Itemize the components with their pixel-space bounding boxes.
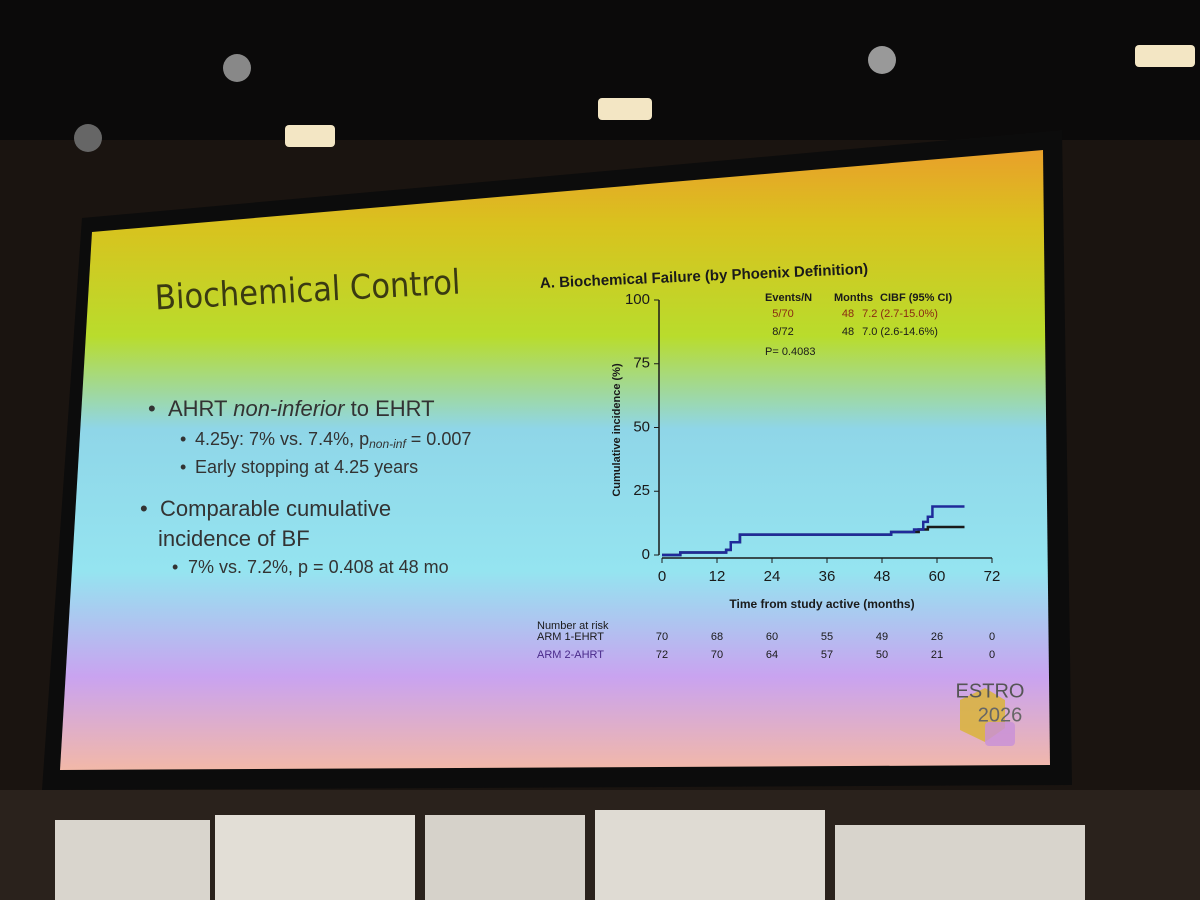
curtains xyxy=(0,790,1200,900)
stats-header: Events/N xyxy=(765,292,812,304)
sub-bullet: 4.25y: 7% vs. 7.4%, pnon-inf = 0.007 xyxy=(195,429,471,451)
stats-cell: 7.2 (2.7-15.0%) xyxy=(862,308,938,320)
sub-bullet: Early stopping at 4.25 years xyxy=(195,457,418,477)
at-risk-count: 57 xyxy=(821,649,833,661)
at-risk-count: 0 xyxy=(989,649,995,661)
x-tick-label: 48 xyxy=(874,568,891,585)
at-risk-count: 64 xyxy=(766,649,778,661)
text: non-inferior xyxy=(233,396,346,421)
x-tick-label: 60 xyxy=(929,568,946,585)
y-tick-label: 75 xyxy=(633,355,650,372)
bullet: Comparable cumulative xyxy=(160,496,391,521)
bullet-dot: • xyxy=(180,429,186,449)
stats-cell: 5/70 xyxy=(772,308,793,320)
bullet: incidence of BF xyxy=(158,526,310,551)
bullet-dot: • xyxy=(172,557,178,577)
at-risk-count: 55 xyxy=(821,631,833,643)
bullet-dot: • xyxy=(148,396,156,421)
y-tick-label: 0 xyxy=(642,546,650,563)
at-risk-count: 68 xyxy=(711,631,723,643)
bullet-dot: • xyxy=(180,457,186,477)
sub-bullet: 7% vs. 7.2%, p = 0.408 at 48 mo xyxy=(188,557,449,577)
x-axis-label: Time from study active (months) xyxy=(729,597,914,611)
step-line xyxy=(662,505,965,557)
at-risk-count: 26 xyxy=(931,631,943,643)
y-axis-label: Cumulative incidence (%) xyxy=(611,363,623,497)
at-risk-title: Number at risk xyxy=(537,620,609,632)
y-tick-label: 50 xyxy=(633,418,650,435)
at-risk-count: 21 xyxy=(931,649,943,661)
bullet-dot: • xyxy=(140,496,148,521)
text: 4.25y: 7% vs. 7.4%, p xyxy=(195,429,369,449)
logo: ESTRO 2026 xyxy=(956,680,1025,746)
y-tick-label: 25 xyxy=(633,482,650,499)
annotation: P= 0.4083 xyxy=(765,346,815,358)
at-risk-label: ARM 1-EHRT xyxy=(537,631,604,643)
at-risk-count: 70 xyxy=(711,649,723,661)
stats-header: CIBF (95% CI) xyxy=(880,292,952,304)
at-risk-count: 49 xyxy=(876,631,888,643)
subscript: non-inf xyxy=(369,437,407,451)
x-tick-label: 36 xyxy=(819,568,836,585)
at-risk-count: 50 xyxy=(876,649,888,661)
stats-header: Months xyxy=(834,292,873,304)
stats-cell: 48 xyxy=(842,308,854,320)
at-risk-count: 60 xyxy=(766,631,778,643)
x-tick-label: 12 xyxy=(709,568,726,585)
slide-text: Biochemical Control • AHRT non-inferior … xyxy=(140,263,471,577)
stats-cell: 48 xyxy=(842,326,854,338)
at-risk-count: 70 xyxy=(656,631,668,643)
text: = 0.007 xyxy=(406,429,472,449)
x-tick-label: 24 xyxy=(764,568,781,585)
text: AHRT xyxy=(168,396,233,421)
slide xyxy=(60,150,1050,770)
logo-text: ESTRO xyxy=(956,680,1025,702)
logo-text: 2026 xyxy=(978,704,1023,726)
x-tick-label: 0 xyxy=(658,568,666,585)
at-risk-count: 0 xyxy=(989,631,995,643)
x-tick-label: 72 xyxy=(984,568,1001,585)
y-tick-label: 100 xyxy=(625,291,650,308)
at-risk-count: 72 xyxy=(656,649,668,661)
stats-cell: 8/72 xyxy=(772,326,793,338)
ceiling-lights xyxy=(74,45,1195,152)
text: to EHRT xyxy=(345,396,435,421)
bullet: AHRT non-inferior to EHRT xyxy=(168,396,435,421)
at-risk-label: ARM 2-AHRT xyxy=(537,649,604,661)
stats-cell: 7.0 (2.6-14.6%) xyxy=(862,326,938,338)
